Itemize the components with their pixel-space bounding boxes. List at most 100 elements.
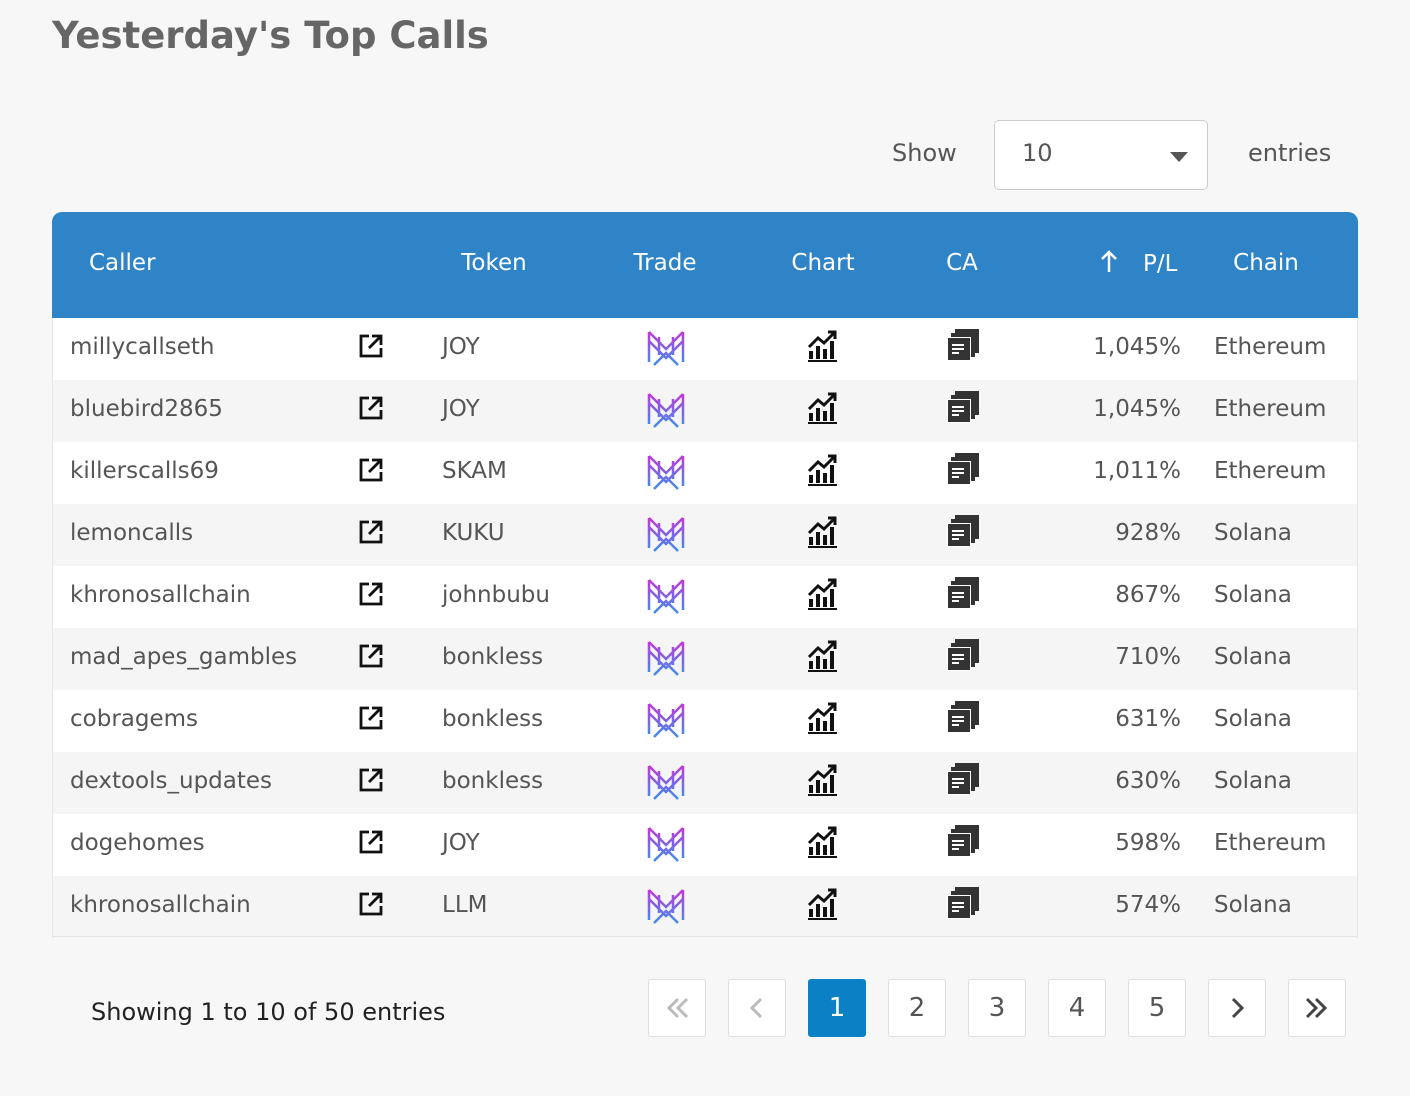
show-label: Show: [892, 139, 957, 167]
token-name: JOY: [442, 830, 480, 856]
chain-name: Ethereum: [1214, 830, 1327, 856]
caller-name: mad_apes_gambles: [70, 644, 298, 670]
caller-name: cobragems: [70, 706, 199, 732]
table-row: dextools_updates bonkless 630% Solana: [52, 752, 1358, 814]
page-title: Yesterday's Top Calls: [52, 14, 489, 57]
chain-name: Ethereum: [1214, 334, 1327, 360]
chain-name: Solana: [1214, 892, 1292, 918]
copy-ca-icon[interactable]: [946, 700, 980, 738]
chart-icon[interactable]: [806, 329, 840, 367]
table-row: dogehomes JOY 598% Ethereum: [52, 814, 1358, 876]
pagination-page[interactable]: 5: [1128, 979, 1186, 1037]
table-row: killerscalls69 SKAM 1,011% Ethereum: [52, 442, 1358, 504]
copy-ca-icon[interactable]: [946, 390, 980, 428]
chain-name: Solana: [1214, 768, 1292, 794]
token-name: KUKU: [442, 520, 505, 546]
pagination-page[interactable]: 1: [808, 979, 866, 1037]
table-row: khronosallchain LLM 574% Solana: [52, 876, 1358, 938]
pagination-next[interactable]: [1208, 979, 1266, 1037]
chart-icon[interactable]: [806, 639, 840, 677]
entries-label: entries: [1248, 139, 1332, 167]
caller-link-icon[interactable]: [358, 767, 384, 797]
trade-icon[interactable]: [646, 577, 686, 619]
caller-name: bluebird2865: [70, 396, 223, 422]
caller-link-icon[interactable]: [358, 829, 384, 859]
page-size-value: 10: [1022, 139, 1053, 167]
copy-ca-icon[interactable]: [946, 638, 980, 676]
pagination-page[interactable]: 4: [1048, 979, 1106, 1037]
pl-value: 630%: [1115, 768, 1181, 794]
trade-icon[interactable]: [646, 391, 686, 433]
chart-icon[interactable]: [806, 763, 840, 801]
trade-icon[interactable]: [646, 453, 686, 495]
chart-icon[interactable]: [806, 577, 840, 615]
pagination-page[interactable]: 2: [888, 979, 946, 1037]
caller-name: killerscalls69: [70, 458, 219, 484]
chart-icon[interactable]: [806, 887, 840, 925]
table-info: Showing 1 to 10 of 50 entries: [91, 998, 446, 1026]
pl-value: 574%: [1115, 892, 1181, 918]
copy-ca-icon[interactable]: [946, 886, 980, 924]
table-row: millycallseth JOY 1,045% Ethereum: [52, 318, 1358, 380]
token-name: johnbubu: [442, 582, 550, 608]
chart-icon[interactable]: [806, 515, 840, 553]
chain-name: Solana: [1214, 706, 1292, 732]
caller-link-icon[interactable]: [358, 395, 384, 425]
pl-value: 598%: [1115, 830, 1181, 856]
chart-icon[interactable]: [806, 453, 840, 491]
pl-value: 710%: [1115, 644, 1181, 670]
copy-ca-icon[interactable]: [946, 514, 980, 552]
pl-value: 631%: [1115, 706, 1181, 732]
chain-name: Ethereum: [1214, 396, 1327, 422]
caller-link-icon[interactable]: [358, 891, 384, 921]
column-header[interactable]: Caller: [89, 250, 156, 276]
caller-link-icon[interactable]: [358, 705, 384, 735]
copy-ca-icon[interactable]: [946, 824, 980, 862]
table-row: mad_apes_gambles bonkless 710% Solana: [52, 628, 1358, 690]
sort-arrow: [1101, 250, 1117, 272]
caller-link-icon[interactable]: [358, 457, 384, 487]
token-name: bonkless: [442, 644, 544, 670]
trade-icon[interactable]: [646, 887, 686, 929]
caller-name: khronosallchain: [70, 892, 251, 918]
copy-ca-icon[interactable]: [946, 576, 980, 614]
trade-icon[interactable]: [646, 639, 686, 681]
trade-icon[interactable]: [646, 701, 686, 743]
copy-ca-icon[interactable]: [946, 452, 980, 490]
chart-icon[interactable]: [806, 391, 840, 429]
caller-name: dextools_updates: [70, 768, 273, 794]
table-row: lemoncalls KUKU 928% Solana: [52, 504, 1358, 566]
table-header: Caller Token Trade Chart CA P/L Chain: [52, 212, 1358, 318]
dropdown-arrow: [1170, 152, 1188, 162]
table-bottom-border: [52, 936, 1358, 937]
table-row: bluebird2865 JOY 1,045% Ethereum: [52, 380, 1358, 442]
trade-icon[interactable]: [646, 825, 686, 867]
pagination-last[interactable]: [1288, 979, 1346, 1037]
pl-value: 1,045%: [1093, 334, 1181, 360]
caller-link-icon[interactable]: [358, 519, 384, 549]
column-header[interactable]: P/L: [1099, 250, 1177, 277]
token-name: JOY: [442, 334, 480, 360]
caller-name: lemoncalls: [70, 520, 194, 546]
token-name: bonkless: [442, 768, 544, 794]
column-label: P/L: [1143, 251, 1178, 277]
chart-icon[interactable]: [806, 825, 840, 863]
trade-icon[interactable]: [646, 329, 686, 371]
trade-icon[interactable]: [646, 515, 686, 557]
caller-name: khronosallchain: [70, 582, 251, 608]
caller-link-icon[interactable]: [358, 581, 384, 611]
chain-name: Ethereum: [1214, 458, 1327, 484]
chart-icon[interactable]: [806, 701, 840, 739]
copy-ca-icon[interactable]: [946, 328, 980, 366]
trade-icon[interactable]: [646, 763, 686, 805]
token-name: JOY: [442, 396, 480, 422]
caller-link-icon[interactable]: [358, 333, 384, 363]
copy-ca-icon[interactable]: [946, 762, 980, 800]
pagination-page[interactable]: 3: [968, 979, 1026, 1037]
pagination-prev: [728, 979, 786, 1037]
caller-link-icon[interactable]: [358, 643, 384, 673]
pl-value: 1,045%: [1093, 396, 1181, 422]
page-size-select[interactable]: 10: [994, 120, 1208, 190]
pl-value: 1,011%: [1093, 458, 1181, 484]
